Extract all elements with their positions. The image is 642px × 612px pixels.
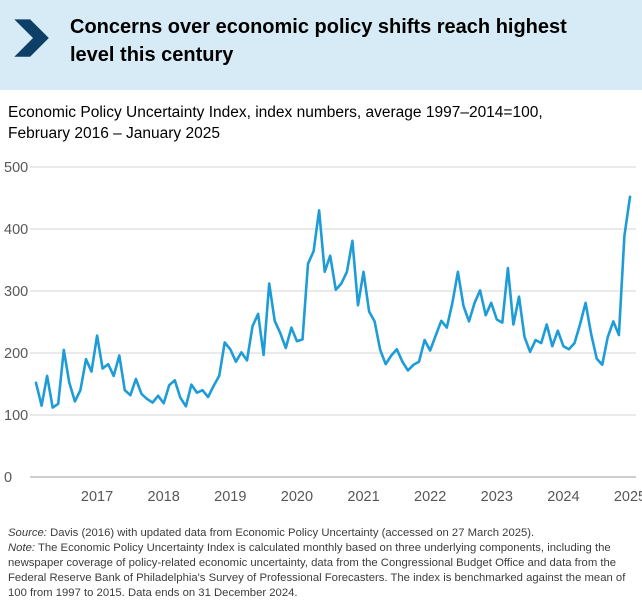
y-axis-tick-label: 0 xyxy=(4,470,12,486)
line-chart: 0 100 200 300 400 500 2017 2018 2019 2020 2021 2022… xyxy=(0,149,642,514)
x-axis-tick-label: 2022 xyxy=(414,489,446,505)
source-line: Source: Davis (2016) with updated data f… xyxy=(8,526,634,541)
y-axis-tick-label: 500 xyxy=(4,160,28,176)
x-axis-tick-label: 2017 xyxy=(81,489,113,505)
x-axis-tick-label: 2025 xyxy=(614,489,642,505)
chart-footer: Source: Davis (2016) with updated data f… xyxy=(8,526,634,601)
x-axis-tick-label: 2019 xyxy=(214,489,246,505)
y-axis-tick-label: 200 xyxy=(4,346,28,362)
x-axis-tick-label: 2021 xyxy=(347,489,379,505)
x-axis-tick-label: 2023 xyxy=(481,489,513,505)
y-axis-tick-label: 400 xyxy=(4,222,28,238)
x-axis-tick-label: 2024 xyxy=(547,489,579,505)
chevron-right-icon xyxy=(14,19,49,57)
source-text: Davis (2016) with updated data from Econ… xyxy=(46,526,535,539)
note-line: Note: The Economic Policy Uncertainty In… xyxy=(8,541,634,601)
y-axis-tick-label: 300 xyxy=(4,284,28,300)
note-label: Note: xyxy=(8,541,36,554)
epu-line-chart-svg: 0 100 200 300 400 500 2017 2018 2019 2020 2021 2022… xyxy=(4,160,642,505)
epu-index-line xyxy=(34,195,632,409)
x-axis-tick-label: 2020 xyxy=(281,489,313,505)
header-banner: Concerns over economic policy shifts rea… xyxy=(0,0,642,90)
page-title: Concerns over economic policy shifts rea… xyxy=(70,16,567,66)
chart-subtitle: Economic Policy Uncertainty Index, index… xyxy=(8,104,543,142)
x-axis-tick-label: 2018 xyxy=(148,489,180,505)
note-text: The Economic Policy Uncertainty Index is… xyxy=(8,541,626,599)
source-label: Source: xyxy=(8,526,47,539)
y-axis-tick-label: 100 xyxy=(4,408,28,424)
